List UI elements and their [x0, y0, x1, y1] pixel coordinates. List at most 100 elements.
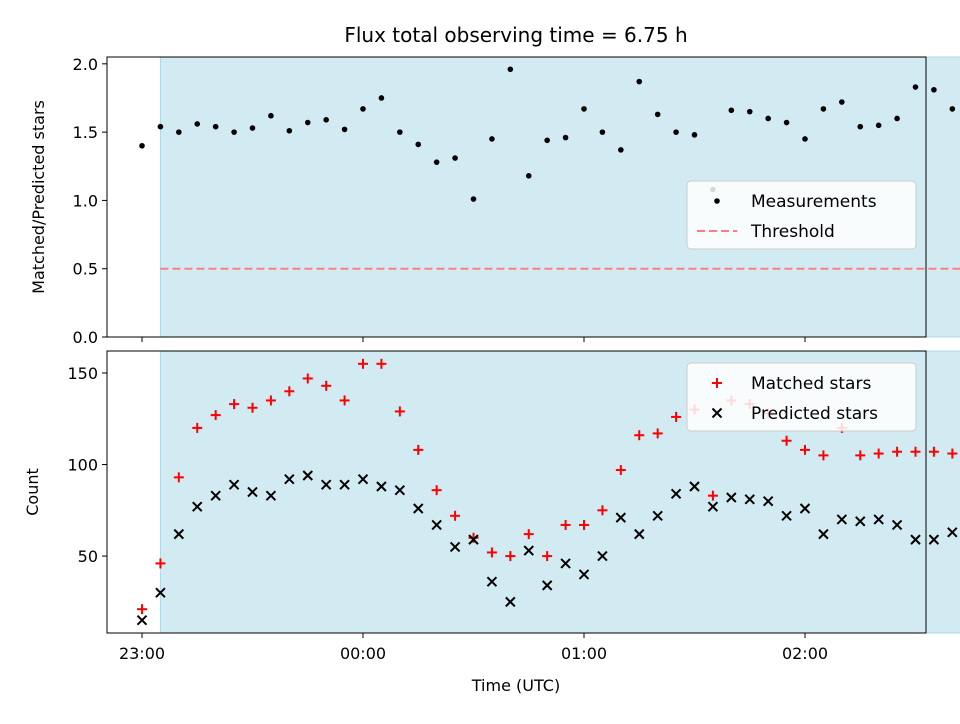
- data-point: [581, 106, 587, 112]
- y-axis-label: Matched/Predicted stars: [29, 100, 48, 294]
- data-point: [449, 541, 461, 553]
- data-point: [323, 117, 329, 123]
- data-point: [670, 488, 682, 500]
- data-point: [802, 136, 808, 142]
- data-point: [894, 115, 900, 122]
- data-point: [173, 528, 185, 540]
- data-point: [360, 106, 366, 112]
- data-point: [212, 123, 219, 130]
- data-point: [765, 115, 771, 122]
- data-point: [339, 395, 350, 406]
- data-point: [320, 479, 332, 490]
- data-point: [468, 532, 479, 543]
- data-point: [507, 66, 514, 73]
- data-point: [339, 479, 350, 490]
- data-point: [194, 121, 201, 127]
- data-point: [726, 492, 737, 503]
- data-point: [728, 107, 735, 114]
- data-point: [615, 465, 626, 476]
- data-point: [949, 106, 956, 112]
- data-point: [818, 450, 829, 461]
- data-point: [910, 446, 921, 457]
- data-point: [892, 446, 903, 457]
- data-point: [210, 490, 221, 501]
- data-point: [544, 137, 550, 144]
- data-point: [855, 516, 866, 527]
- data-point: [762, 495, 774, 507]
- data-point: [505, 551, 516, 562]
- data-point: [857, 123, 864, 130]
- data-point: [597, 505, 608, 516]
- data-point: [523, 529, 534, 540]
- y-tick-label: 2.0: [73, 55, 98, 74]
- data-point: [394, 406, 405, 417]
- y-tick-label: 0.5: [73, 260, 98, 279]
- data-point: [413, 444, 424, 455]
- data-point: [836, 514, 848, 525]
- data-point: [671, 411, 682, 422]
- data-point: [155, 587, 166, 598]
- data-point: [562, 134, 569, 141]
- data-point: [229, 399, 240, 410]
- data-point: [525, 173, 532, 179]
- x-tick-label: 00:00: [340, 644, 386, 663]
- data-point: [634, 430, 645, 441]
- data-point: [839, 99, 845, 105]
- y-tick-label: 0.0: [73, 328, 98, 347]
- y-tick-label: 100: [67, 456, 98, 475]
- plot-frame: [106, 56, 927, 338]
- data-point: [397, 129, 403, 135]
- data-point: [302, 470, 313, 481]
- data-point: [468, 534, 479, 545]
- data-point: [931, 86, 937, 93]
- data-point: [302, 373, 313, 384]
- data-point: [176, 129, 182, 135]
- data-point: [155, 558, 166, 569]
- data-point: [783, 119, 790, 126]
- data-point: [265, 395, 276, 406]
- y-tick-label: 1.0: [73, 191, 98, 210]
- data-point: [912, 84, 919, 90]
- data-point: [486, 576, 498, 587]
- ratio-panel: 0.0 0.5 1.0 1.5 2.0 Matched/Predicted stars Me…: [29, 55, 960, 347]
- data-point: [376, 481, 387, 492]
- data-point: [284, 386, 295, 397]
- data-point: [136, 614, 148, 626]
- data-point: [321, 380, 332, 391]
- data-point: [654, 111, 661, 118]
- data-point: [873, 514, 884, 525]
- data-point: [304, 119, 311, 126]
- data-point: [578, 569, 590, 580]
- data-point: [228, 479, 240, 490]
- data-point: [231, 129, 237, 135]
- data-point: [599, 129, 606, 135]
- data-point: [192, 422, 203, 433]
- data-point: [249, 125, 256, 131]
- data-point: [818, 528, 829, 540]
- data-point: [707, 501, 719, 512]
- legend-label: Matched stars: [751, 374, 871, 394]
- legend-marker: [712, 378, 722, 388]
- data-point: [378, 95, 385, 101]
- data-point: [431, 519, 442, 531]
- data-point: [910, 534, 921, 545]
- x-tick-label: 01:00: [561, 644, 607, 663]
- data-point: [394, 484, 406, 496]
- data-point: [875, 122, 882, 129]
- data-point: [210, 410, 221, 421]
- data-point: [247, 402, 258, 413]
- data-point: [358, 358, 368, 369]
- legend: Measurements Threshold: [686, 180, 917, 250]
- data-point: [542, 551, 553, 562]
- data-point: [357, 473, 369, 485]
- data-point: [137, 604, 147, 615]
- data-point: [744, 494, 755, 505]
- data-point: [634, 528, 645, 540]
- plot-frame: [106, 350, 927, 634]
- x-tick-label: 23:00: [119, 644, 165, 663]
- data-point: [265, 490, 277, 501]
- data-point: [781, 435, 792, 446]
- data-point: [691, 132, 698, 138]
- data-point: [579, 519, 589, 530]
- legend-box: [686, 362, 917, 432]
